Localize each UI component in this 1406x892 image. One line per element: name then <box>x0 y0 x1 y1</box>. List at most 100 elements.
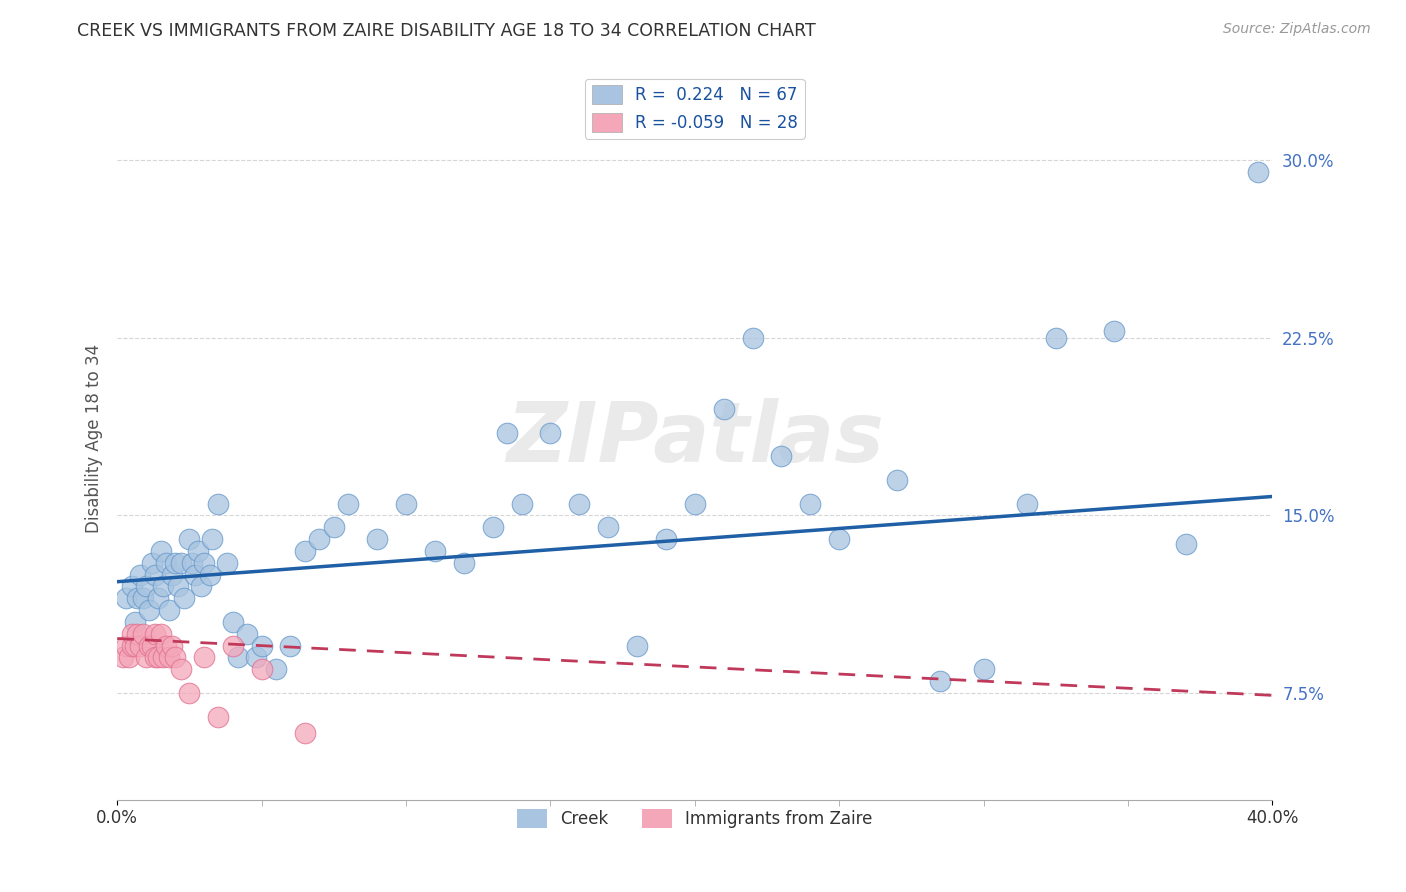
Point <box>308 532 330 546</box>
Point <box>129 639 152 653</box>
Point <box>111 650 134 665</box>
Point <box>179 532 201 546</box>
Point <box>236 627 259 641</box>
Point <box>294 544 316 558</box>
Point <box>143 627 166 641</box>
Point <box>713 401 735 416</box>
Text: Source: ZipAtlas.com: Source: ZipAtlas.com <box>1223 22 1371 37</box>
Point <box>155 639 177 653</box>
Point <box>201 532 224 546</box>
Point <box>222 639 245 653</box>
Point <box>121 579 143 593</box>
Point <box>129 567 152 582</box>
Point <box>322 520 344 534</box>
Point <box>135 650 157 665</box>
Point <box>152 579 174 593</box>
Point <box>741 331 763 345</box>
Text: CREEK VS IMMIGRANTS FROM ZAIRE DISABILITY AGE 18 TO 34 CORRELATION CHART: CREEK VS IMMIGRANTS FROM ZAIRE DISABILIT… <box>77 22 815 40</box>
Point <box>1015 497 1038 511</box>
Text: ZIPatlas: ZIPatlas <box>506 398 884 479</box>
Point <box>115 591 138 606</box>
Point <box>496 425 519 440</box>
Point <box>222 615 245 629</box>
Point <box>193 556 215 570</box>
Point <box>143 567 166 582</box>
Point <box>138 603 160 617</box>
Point <box>207 497 229 511</box>
Point <box>163 556 186 570</box>
Point <box>135 579 157 593</box>
Point <box>132 591 155 606</box>
Point <box>190 579 212 593</box>
Point <box>146 591 169 606</box>
Point <box>127 627 149 641</box>
Point <box>481 520 503 534</box>
Point <box>132 627 155 641</box>
Point <box>152 650 174 665</box>
Point <box>683 497 706 511</box>
Point <box>115 639 138 653</box>
Point <box>127 591 149 606</box>
Point <box>655 532 678 546</box>
Point <box>141 639 163 653</box>
Point <box>453 556 475 570</box>
Point <box>1247 165 1270 179</box>
Point <box>163 650 186 665</box>
Point <box>149 544 172 558</box>
Point <box>598 520 620 534</box>
Point <box>1102 324 1125 338</box>
Point <box>179 686 201 700</box>
Point <box>138 639 160 653</box>
Point <box>626 639 648 653</box>
Point <box>294 726 316 740</box>
Point <box>198 567 221 582</box>
Point <box>166 579 188 593</box>
Point <box>280 639 302 653</box>
Point <box>157 650 180 665</box>
Point <box>264 662 287 676</box>
Point <box>149 627 172 641</box>
Point <box>173 591 195 606</box>
Point <box>184 567 207 582</box>
Point <box>1045 331 1067 345</box>
Point <box>124 615 146 629</box>
Point <box>799 497 821 511</box>
Point <box>886 473 908 487</box>
Point <box>395 497 418 511</box>
Point <box>157 603 180 617</box>
Point <box>337 497 360 511</box>
Point <box>207 709 229 723</box>
Point <box>121 627 143 641</box>
Point <box>568 497 591 511</box>
Point <box>250 662 273 676</box>
Point <box>160 567 183 582</box>
Point <box>170 662 193 676</box>
Point <box>118 650 141 665</box>
Point <box>228 650 250 665</box>
Point <box>510 497 533 511</box>
Point <box>423 544 446 558</box>
Point <box>245 650 267 665</box>
Point <box>170 556 193 570</box>
Point <box>366 532 388 546</box>
Point <box>160 639 183 653</box>
Y-axis label: Disability Age 18 to 34: Disability Age 18 to 34 <box>86 344 103 533</box>
Point <box>250 639 273 653</box>
Point <box>187 544 209 558</box>
Point <box>929 674 952 689</box>
Point <box>193 650 215 665</box>
Point <box>770 449 793 463</box>
Point <box>124 639 146 653</box>
Point <box>141 556 163 570</box>
Point <box>973 662 995 676</box>
Point <box>146 650 169 665</box>
Point <box>143 650 166 665</box>
Point <box>538 425 561 440</box>
Point <box>155 556 177 570</box>
Point <box>215 556 238 570</box>
Point <box>828 532 851 546</box>
Point <box>121 639 143 653</box>
Point <box>181 556 204 570</box>
Point <box>1174 537 1197 551</box>
Legend: Creek, Immigrants from Zaire: Creek, Immigrants from Zaire <box>510 802 879 835</box>
